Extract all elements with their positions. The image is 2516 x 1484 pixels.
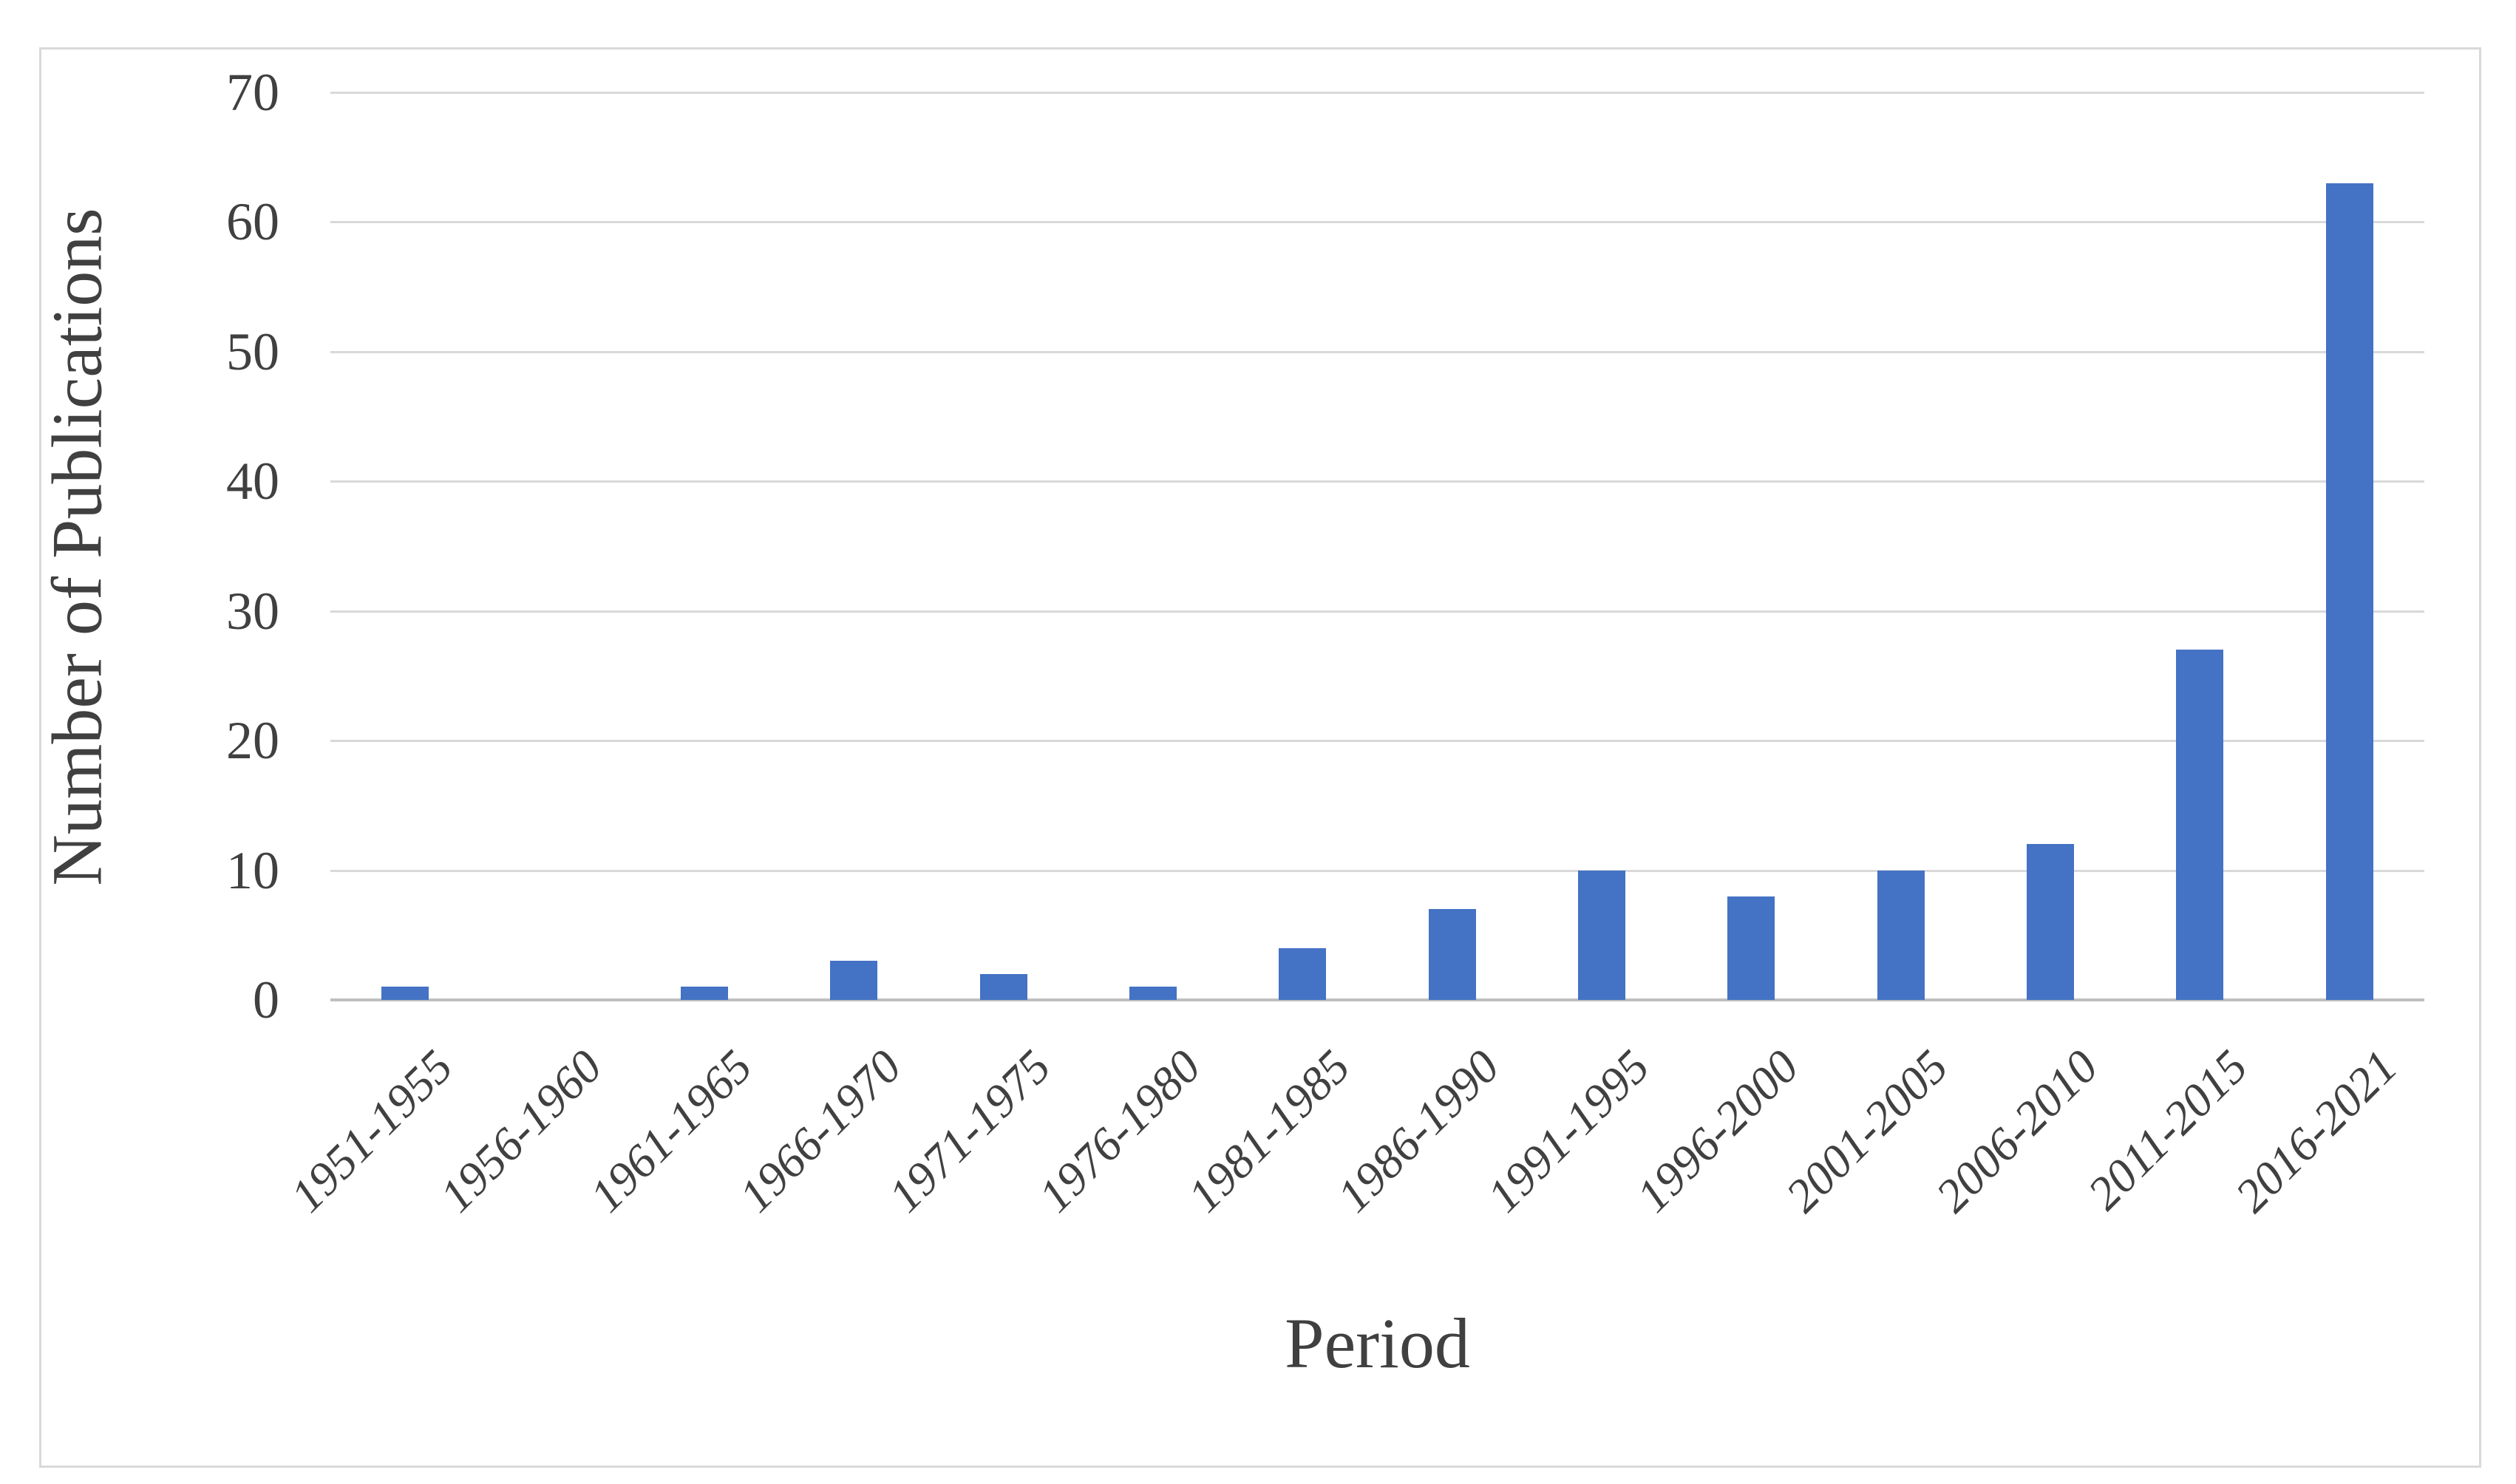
bar xyxy=(2027,844,2074,1000)
bar xyxy=(1877,871,1925,1000)
y-tick-label: 20 xyxy=(226,711,279,770)
y-tick-label: 60 xyxy=(226,192,279,251)
gridline xyxy=(330,740,2424,742)
bar xyxy=(1727,896,1775,1000)
y-tick-label: 0 xyxy=(253,970,279,1029)
x-axis-title: Period xyxy=(1285,1304,1470,1383)
bar xyxy=(980,974,1027,1000)
bar xyxy=(1279,948,1326,1000)
gridline xyxy=(330,351,2424,353)
bar xyxy=(1429,909,1476,1000)
bar xyxy=(1578,871,1625,1000)
bar xyxy=(381,987,429,1000)
bar xyxy=(681,987,728,1000)
bar xyxy=(1129,987,1177,1000)
y-tick-label: 50 xyxy=(226,322,279,381)
gridline xyxy=(330,870,2424,872)
gridline xyxy=(330,92,2424,94)
y-tick-label: 40 xyxy=(226,452,279,511)
bar xyxy=(2326,183,2373,1000)
y-axis-title-text: Number of Publications xyxy=(38,208,118,886)
x-axis-line xyxy=(330,998,2424,1001)
y-tick-label: 10 xyxy=(226,841,279,900)
gridline xyxy=(330,480,2424,483)
y-tick-label: 70 xyxy=(226,63,279,122)
gridline xyxy=(330,221,2424,223)
y-tick-label: 30 xyxy=(226,582,279,641)
bar xyxy=(830,961,877,1000)
chart-frame xyxy=(39,47,2481,1468)
gridline xyxy=(330,610,2424,613)
bar xyxy=(2176,650,2223,1000)
